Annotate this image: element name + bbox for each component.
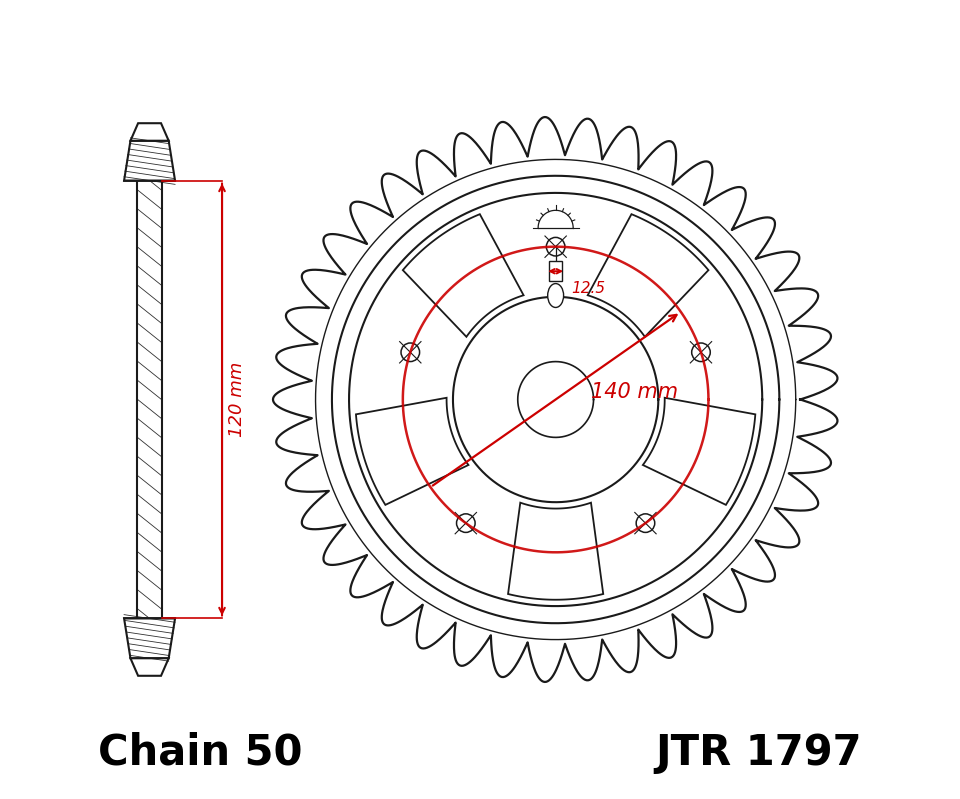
Polygon shape [131, 658, 169, 676]
Polygon shape [356, 398, 468, 505]
Polygon shape [643, 398, 756, 505]
Bar [549, 261, 562, 281]
Text: 140 mm: 140 mm [591, 382, 679, 402]
Polygon shape [131, 123, 169, 141]
Text: 12.5: 12.5 [571, 280, 606, 296]
Polygon shape [124, 618, 175, 658]
Polygon shape [508, 503, 603, 600]
Text: Chain 50: Chain 50 [98, 732, 302, 773]
Polygon shape [124, 141, 175, 181]
Text: JTR 1797: JTR 1797 [656, 732, 862, 773]
Bar [137, 181, 162, 618]
Ellipse shape [547, 284, 564, 308]
Polygon shape [588, 214, 708, 337]
Text: 120 mm: 120 mm [228, 362, 247, 437]
Polygon shape [403, 214, 523, 337]
